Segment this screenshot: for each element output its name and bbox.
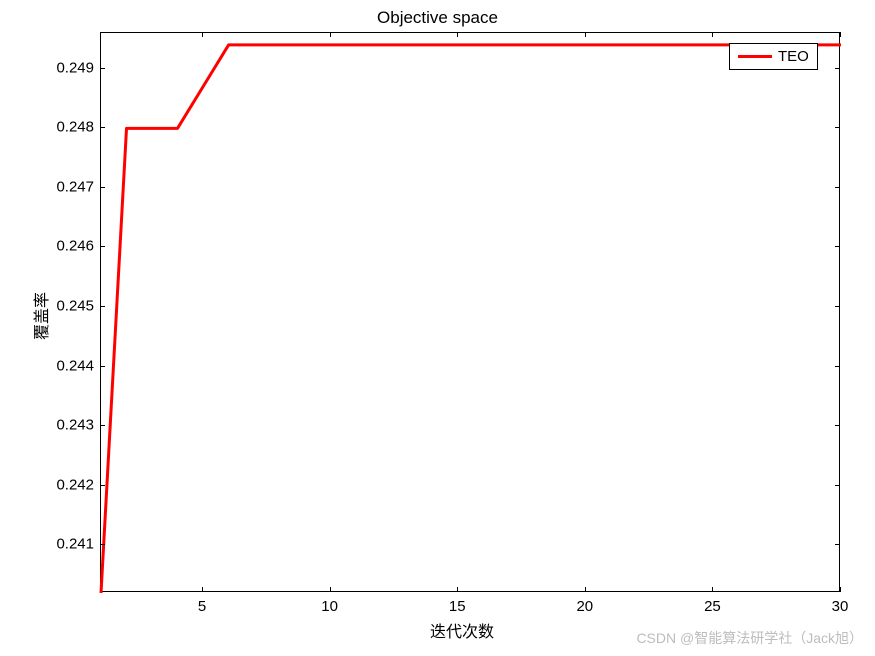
xtick-mark (840, 587, 841, 592)
ytick-label: 0.246 (44, 238, 94, 255)
ytick-label: 0.247 (44, 178, 94, 195)
ytick-mark-right (835, 127, 840, 128)
chart-canvas: { "chart": { "type": "line", "title": "O… (0, 0, 875, 656)
xtick-mark-top (712, 32, 713, 37)
chart-title: Objective space (0, 8, 875, 28)
xtick-mark-top (202, 32, 203, 37)
series-line-TEO (101, 45, 841, 593)
ytick-mark-right (835, 544, 840, 545)
ytick-label: 0.244 (44, 357, 94, 374)
ytick-mark-right (835, 425, 840, 426)
ytick-label: 0.243 (44, 417, 94, 434)
xtick-mark (712, 587, 713, 592)
xtick-mark (585, 587, 586, 592)
xtick-mark-top (330, 32, 331, 37)
ytick-mark (100, 306, 105, 307)
xtick-label: 10 (321, 598, 338, 615)
ytick-mark (100, 366, 105, 367)
xtick-mark (457, 587, 458, 592)
xtick-mark-top (840, 32, 841, 37)
xtick-mark-top (457, 32, 458, 37)
ytick-label: 0.248 (44, 119, 94, 136)
ytick-mark (100, 68, 105, 69)
xtick-label: 30 (832, 598, 849, 615)
ytick-mark-right (835, 306, 840, 307)
ytick-mark-right (835, 485, 840, 486)
xtick-mark (202, 587, 203, 592)
x-axis-label: 迭代次数 (430, 618, 494, 642)
ytick-mark-right (835, 68, 840, 69)
ytick-mark-right (835, 187, 840, 188)
ytick-mark (100, 544, 105, 545)
ytick-label: 0.241 (44, 536, 94, 553)
plot-area: TEO (100, 32, 840, 592)
ytick-mark (100, 127, 105, 128)
legend: TEO (729, 43, 818, 70)
ytick-mark (100, 425, 105, 426)
ytick-mark (100, 485, 105, 486)
xtick-mark (330, 587, 331, 592)
xtick-label: 15 (449, 598, 466, 615)
xtick-label: 25 (704, 598, 721, 615)
series-svg (101, 33, 841, 593)
ytick-mark (100, 187, 105, 188)
watermark-text: CSDN @智能算法研学社（Jack旭） (636, 628, 863, 648)
ytick-mark (100, 246, 105, 247)
legend-label: TEO (778, 48, 809, 65)
xtick-mark-top (585, 32, 586, 37)
ytick-mark-right (835, 246, 840, 247)
ytick-label: 0.242 (44, 476, 94, 493)
ytick-label: 0.249 (44, 59, 94, 76)
legend-line-icon (738, 55, 772, 58)
ytick-mark-right (835, 366, 840, 367)
ytick-label: 0.245 (44, 298, 94, 315)
xtick-label: 5 (198, 598, 206, 615)
xtick-label: 20 (576, 598, 593, 615)
